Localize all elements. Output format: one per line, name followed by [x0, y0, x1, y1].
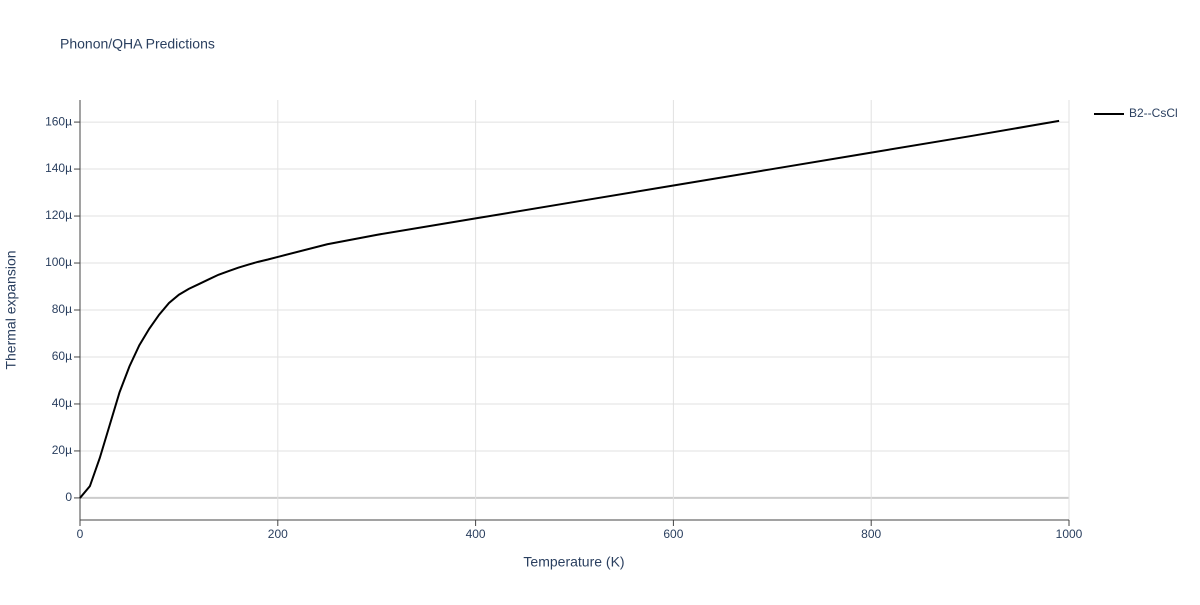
data-line — [79, 119, 1060, 499]
chart-title: Phonon/QHA Predictions — [60, 36, 215, 52]
x-tick-label: 600 — [663, 527, 683, 541]
y-tick-label: 160µ — [45, 114, 72, 128]
x-tick-label: 800 — [861, 527, 881, 541]
y-tick-label: 80µ — [52, 302, 72, 316]
x-tick-label: 200 — [268, 527, 288, 541]
y-tick-label: 40µ — [52, 396, 72, 410]
y-tick-label: 20µ — [52, 443, 72, 457]
x-tick-label: 400 — [466, 527, 486, 541]
y-tick-label: 0 — [65, 490, 72, 504]
y-axis-title: Thermal expansion — [3, 250, 19, 369]
y-tick-label: 120µ — [45, 208, 72, 222]
x-tick-label: 1000 — [1056, 527, 1083, 541]
x-axis-title: Temperature (K) — [523, 554, 624, 570]
y-tick-label: 100µ — [45, 255, 72, 269]
y-tick-label: 140µ — [45, 161, 72, 175]
x-tick-label: 0 — [77, 527, 84, 541]
y-tick-label: 60µ — [52, 349, 72, 363]
legend-label: B2--CsCl — [1129, 106, 1178, 120]
